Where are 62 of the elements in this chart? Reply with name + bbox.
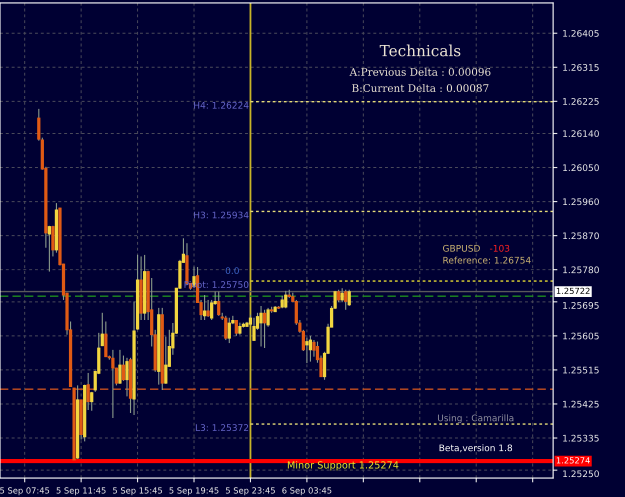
candlestick (248, 314, 252, 326)
x-tick-label: 5 Sep 15:45 (113, 487, 162, 496)
annotation: 1.25722 (556, 288, 590, 294)
candlestick (111, 349, 114, 419)
y-tick-label: 1.25960 (563, 198, 599, 206)
x-tick-label: 6 Sep 03:45 (282, 487, 332, 496)
candlestick (217, 291, 220, 316)
candlestick (206, 299, 210, 318)
x-tick-label: 5 Sep 23:45 (226, 487, 275, 496)
annotation: 0.0 (226, 267, 239, 274)
candlestick (305, 337, 309, 364)
y-tick-label: 1.25425 (563, 400, 599, 408)
ref-line-label: Minor Support 1.25274 (288, 461, 398, 470)
candlestick (348, 289, 351, 307)
y-tick-label: 1.25780 (563, 266, 599, 274)
annotation: B:Current Delta : 0.00087 (352, 84, 488, 92)
candlestick (104, 320, 108, 358)
candlestick (344, 289, 348, 310)
annotation: -103 (490, 244, 510, 252)
candlestick (234, 319, 238, 336)
ref-line-label: H3: 1.25934 (194, 212, 249, 218)
annotation: Reference: 1.26754 (443, 256, 531, 264)
candlestick (252, 317, 256, 342)
y-tick-label: 1.26405 (563, 30, 599, 37)
y-tick-label: 1.25695 (563, 302, 599, 309)
x-tick-label: 5 Sep 19:45 (170, 487, 218, 496)
candlestick (164, 336, 168, 384)
candlestick (118, 349, 122, 384)
candlestick (284, 290, 288, 309)
candlestick (288, 289, 291, 299)
x-tick-label: 5 Sep 11:45 (56, 487, 106, 496)
y-tick-label: 1.25250 (563, 470, 599, 478)
y-tick-label: 1.26315 (563, 64, 599, 71)
candlestick (337, 289, 340, 303)
y-tick-label: 1.26225 (563, 98, 599, 105)
ref-line-label: H4: 1.26224 (194, 102, 249, 109)
candlestick (202, 294, 206, 321)
y-tick-label: 1.26050 (563, 164, 599, 172)
candlestick (340, 288, 344, 303)
x-tick-label: 5 Sep 07:45 (0, 487, 50, 496)
candlestick (280, 295, 284, 309)
y-tick-label: 1.26140 (563, 130, 599, 138)
annotation: A:Previous Delta : 0.00096 (350, 68, 490, 76)
y-tick-label: 1.25335 (563, 434, 599, 442)
annotation: GBPUSD (443, 244, 480, 252)
annotation: 1.25274 (556, 457, 590, 464)
y-tick-label: 1.25870 (563, 232, 599, 240)
candlestick (238, 322, 242, 336)
candlestick (308, 335, 312, 362)
candlestick (262, 309, 266, 349)
y-tick-label: 1.25515 (563, 366, 599, 374)
candlestick (125, 357, 129, 397)
annotation: Using : Camarilla (438, 414, 514, 424)
candlestick (259, 305, 263, 348)
annotation: Beta,version 1.8 (440, 444, 512, 452)
candlestick (122, 354, 126, 382)
candlestick (224, 315, 228, 341)
annotation: Technicals (380, 44, 460, 56)
ref-line-label: L3: 1.25372 (196, 424, 248, 432)
candlestick (228, 317, 231, 344)
y-tick-label: 1.25605 (563, 332, 599, 340)
candlestick (90, 391, 94, 412)
